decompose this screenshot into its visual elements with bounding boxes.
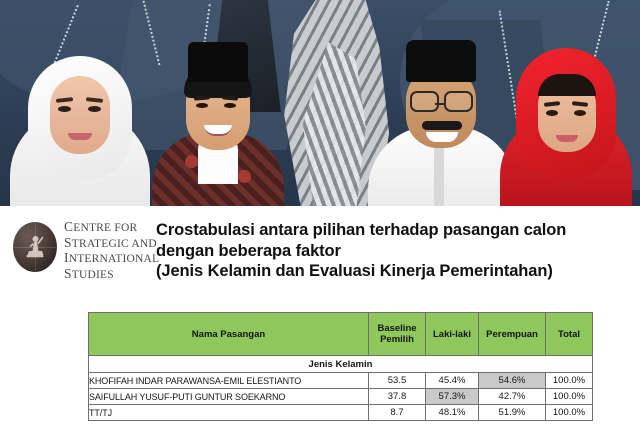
- cell-total: 100.0%: [545, 372, 593, 389]
- portrait-saifullah: [368, 40, 516, 206]
- glasses-lens-left: [410, 91, 439, 112]
- column-header-baseline-pemilih: Baseline Pemilih: [368, 312, 426, 356]
- moustache: [422, 121, 462, 130]
- table-row[interactable]: SAIFULLAH YUSUF-PUTI GUNTUR SOEKARNO 37.…: [88, 388, 593, 405]
- glasses-bridge: [435, 103, 444, 105]
- column-header-nama-pasangan: Nama Pasangan: [88, 312, 369, 356]
- eye-left: [58, 106, 71, 112]
- cell-laki-laki-highlighted: 57.3%: [425, 388, 479, 405]
- portrait-khofifah: [10, 56, 150, 206]
- cell-perempuan: 42.7%: [478, 388, 546, 405]
- column-header-perempuan: Perempuan: [478, 312, 546, 356]
- page-title-line-1: Crostabulasi antara pilihan terhadap pas…: [156, 221, 567, 239]
- table-header-row: Nama Pasangan Baseline Pemilih Laki-laki…: [88, 312, 593, 356]
- table-row[interactable]: KHOFIFAH INDAR PARAWANSA-EMIL ELESTIANTO…: [88, 372, 593, 389]
- cell-baseline-pemilih: 53.5: [368, 372, 426, 389]
- campaign-banner: [0, 0, 640, 206]
- eye-right: [88, 106, 101, 112]
- cell-laki-laki: 48.1%: [425, 404, 479, 421]
- cell-baseline-pemilih: 8.7: [368, 404, 426, 421]
- mouth: [68, 133, 92, 140]
- portrait-saifullah-placket: [434, 126, 444, 206]
- csis-logo-disc: [13, 222, 57, 272]
- csis-line-1: Centre for: [64, 219, 138, 234]
- csis-line-4: Studies: [64, 265, 114, 281]
- cell-total: 100.0%: [545, 404, 593, 421]
- cell-nama-pasangan: KHOFIFAH INDAR PARAWANSA-EMIL ELESTIANTO: [88, 372, 369, 389]
- cell-total: 100.0%: [545, 388, 593, 405]
- title-band: Centre for Strategic and International S…: [0, 206, 640, 298]
- mouth: [556, 135, 578, 142]
- seated-figure-icon: [26, 236, 44, 258]
- songkok-cap-icon: [406, 40, 476, 82]
- eye-left: [546, 110, 558, 116]
- column-header-laki-laki: Laki-laki: [425, 312, 479, 356]
- eye-right: [224, 103, 236, 108]
- cell-baseline-pemilih: 37.8: [368, 388, 426, 405]
- page-title-line-3: (Jenis Kelamin dan Evaluasi Kinerja Peme…: [156, 262, 553, 280]
- portrait-emil: [152, 42, 284, 206]
- csis-logo: [13, 222, 57, 272]
- page-title: Crostabulasi antara pilihan terhadap pas…: [156, 220, 632, 282]
- portrait-khofifah-face: [50, 76, 110, 154]
- table-body: Jenis Kelamin KHOFIFAH INDAR PARAWANSA-E…: [88, 355, 593, 421]
- cell-nama-pasangan: TT/TJ: [88, 404, 369, 421]
- cell-perempuan: 51.9%: [478, 404, 546, 421]
- crosstab-table-wrapper: Nama Pasangan Baseline Pemilih Laki-laki…: [88, 312, 593, 421]
- glasses-lens-right: [444, 91, 473, 112]
- table-row[interactable]: TT/TJ 8.7 48.1% 51.9% 100.0%: [88, 404, 593, 421]
- eye-left: [196, 103, 208, 108]
- csis-line-3: International: [64, 250, 160, 265]
- portrait-puti-hair: [538, 74, 596, 96]
- cell-nama-pasangan: SAIFULLAH YUSUF-PUTI GUNTUR SOEKARNO: [88, 388, 369, 405]
- mouth: [204, 125, 232, 136]
- cell-laki-laki: 45.4%: [425, 372, 479, 389]
- table-section-row: Jenis Kelamin: [88, 355, 593, 373]
- page-title-line-2: dengan beberapa faktor: [156, 241, 341, 260]
- column-header-total: Total: [545, 312, 593, 356]
- peci-cap-icon: [188, 42, 248, 82]
- table-header: Nama Pasangan Baseline Pemilih Laki-laki…: [88, 312, 593, 356]
- mouth: [426, 132, 458, 142]
- portrait-puti: [500, 46, 632, 206]
- csis-logo-text: Centre for Strategic and International S…: [64, 220, 159, 282]
- cell-perempuan-highlighted: 54.6%: [478, 372, 546, 389]
- csis-line-2: Strategic and: [64, 234, 157, 250]
- crosstab-table: Nama Pasangan Baseline Pemilih Laki-laki…: [88, 312, 593, 421]
- eye-right: [574, 110, 586, 116]
- section-label-jenis-kelamin: Jenis Kelamin: [88, 355, 593, 373]
